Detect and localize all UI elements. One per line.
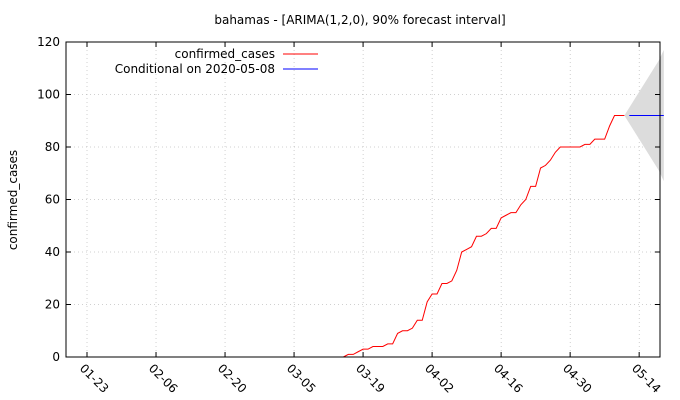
x-tick-label: 04-02	[422, 361, 457, 396]
chart-title: bahamas - [ARIMA(1,2,0), 90% forecast in…	[214, 13, 505, 27]
y-tick-label: 100	[37, 88, 60, 102]
x-tick-label: 02-20	[215, 361, 250, 396]
x-tick-label: 02-06	[146, 361, 181, 396]
x-tick-label: 03-19	[353, 361, 388, 396]
grid	[66, 41, 660, 357]
x-tick-label: 03-05	[284, 361, 319, 396]
y-tick-label: 60	[45, 193, 60, 207]
y-tick-label: 40	[45, 245, 60, 259]
axes: 0 20 40 60 80 100 120 01-23 02-06 02-20 03-05 03-19…	[37, 35, 664, 396]
series-line-confirmed-cases	[343, 115, 625, 358]
y-tick-label: 80	[45, 140, 60, 154]
x-tick-label: 05-14	[629, 361, 664, 396]
legend-label: confirmed_cases	[175, 47, 275, 61]
x-tick-label: 04-30	[560, 361, 595, 396]
y-tick-label: 20	[45, 298, 60, 312]
y-axis-label: confirmed_cases	[6, 150, 20, 250]
series-layer	[343, 115, 664, 358]
y-tick-label: 120	[37, 35, 60, 49]
legend-label: Conditional on 2020-05-08	[115, 62, 275, 76]
x-tick-label: 04-16	[491, 361, 526, 396]
y-tick-label: 0	[52, 350, 60, 364]
x-tick-label: 01-23	[77, 361, 112, 396]
plot-border	[65, 41, 661, 358]
